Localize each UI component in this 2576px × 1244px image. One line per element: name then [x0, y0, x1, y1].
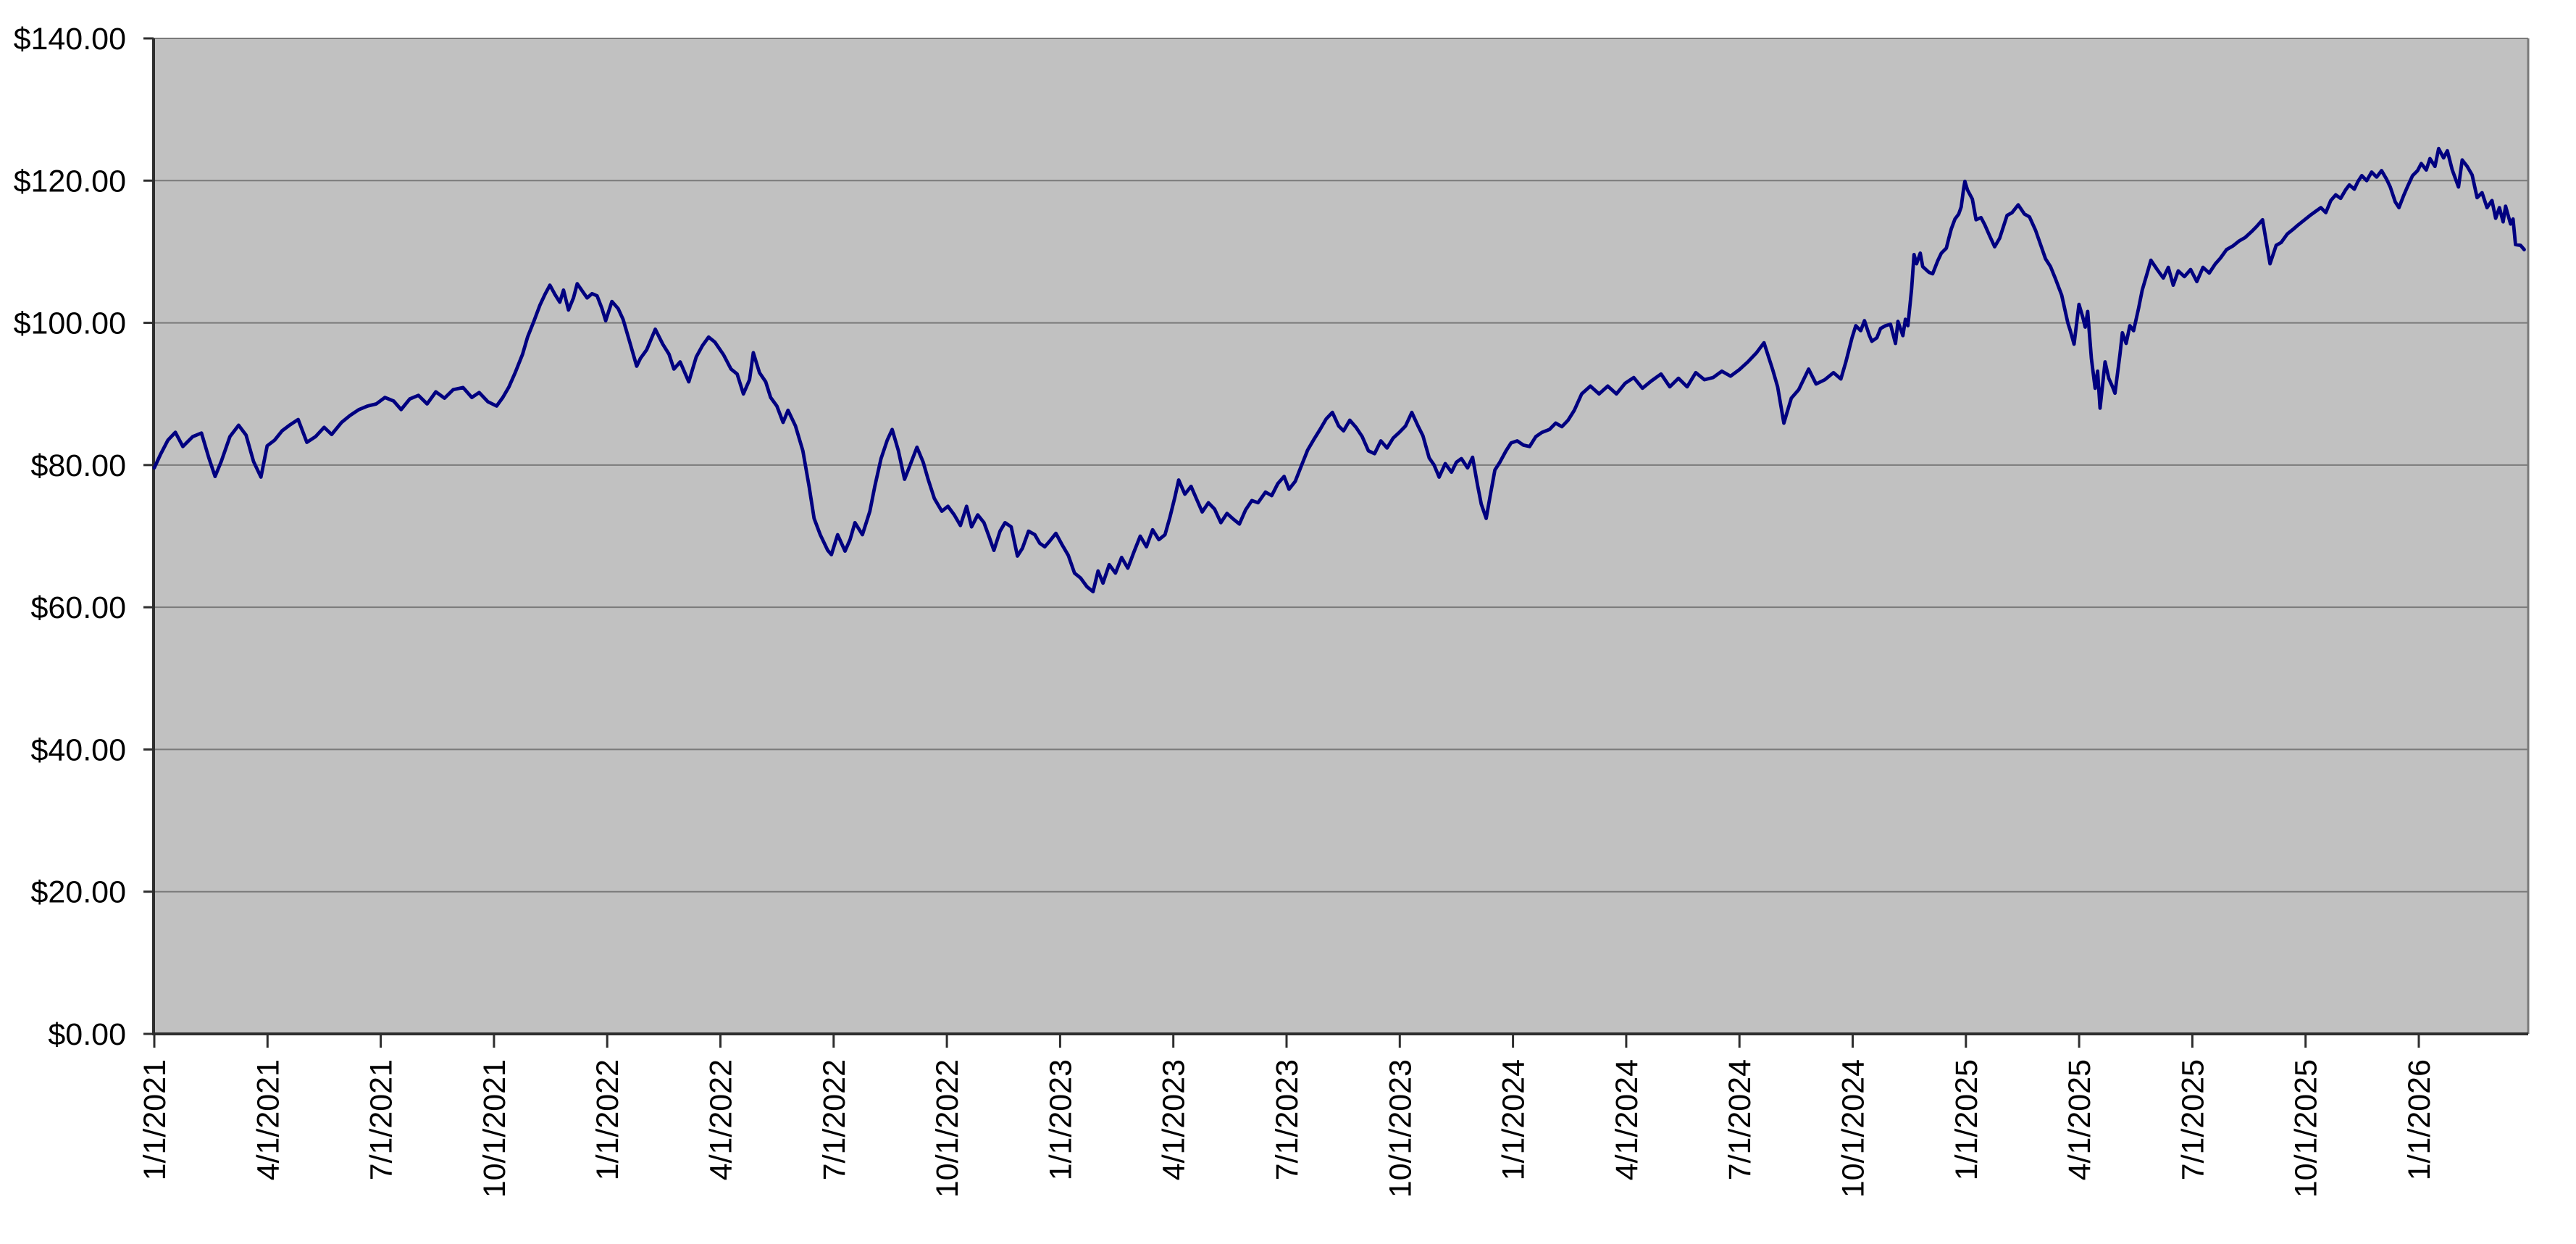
- y-axis-label: $60.00: [30, 590, 126, 625]
- x-axis-label: 4/1/2021: [251, 1059, 285, 1180]
- x-axis-label: 1/1/2022: [590, 1059, 625, 1180]
- x-axis-label: 7/1/2024: [1723, 1059, 1757, 1180]
- x-axis-label: 7/1/2025: [2175, 1059, 2210, 1180]
- y-axis-label: $80.00: [30, 448, 126, 483]
- x-axis-label: 10/1/2021: [477, 1059, 512, 1198]
- x-axis-label: 4/1/2025: [2062, 1059, 2097, 1180]
- x-axis-label: 1/1/2026: [2402, 1059, 2437, 1180]
- plot-area: [154, 38, 2528, 1034]
- x-axis-label: 10/1/2024: [1836, 1059, 1871, 1198]
- x-axis-label: 10/1/2023: [1383, 1059, 1418, 1198]
- y-axis-label: $0.00: [48, 1017, 126, 1052]
- y-axis-label: $120.00: [14, 164, 126, 199]
- x-axis-label: 7/1/2023: [1270, 1059, 1305, 1180]
- x-axis-label: 4/1/2022: [704, 1059, 739, 1180]
- x-axis-label: 7/1/2021: [364, 1059, 399, 1180]
- x-axis-label: 1/1/2025: [1949, 1059, 1984, 1180]
- y-axis-label: $140.00: [14, 22, 126, 57]
- x-axis-label: 1/1/2024: [1497, 1059, 1531, 1180]
- y-axis-label: $20.00: [30, 875, 126, 910]
- y-axis-label: $40.00: [30, 732, 126, 767]
- x-axis-label: 4/1/2023: [1157, 1059, 1192, 1180]
- x-axis-label: 10/1/2022: [930, 1059, 965, 1198]
- x-axis-label: 7/1/2022: [817, 1059, 852, 1180]
- price-line: [152, 146, 2526, 593]
- y-axis-label: $100.00: [14, 306, 126, 341]
- x-axis-label: 4/1/2024: [1610, 1059, 1644, 1180]
- x-axis-label: 1/1/2023: [1043, 1059, 1078, 1180]
- x-axis-label: 1/1/2021: [138, 1059, 172, 1180]
- x-axis-label: 10/1/2025: [2289, 1059, 2324, 1198]
